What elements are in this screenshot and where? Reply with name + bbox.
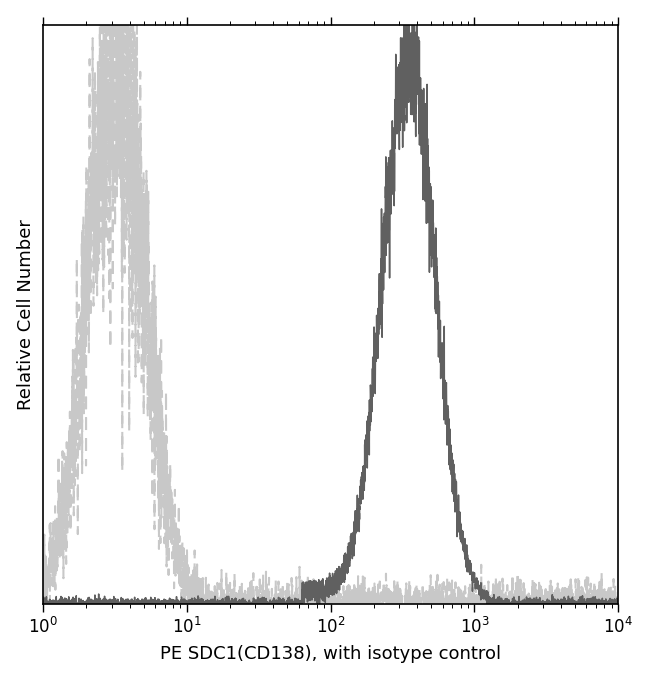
Y-axis label: Relative Cell Number: Relative Cell Number	[17, 219, 34, 410]
X-axis label: PE SDC1(CD138), with isotype control: PE SDC1(CD138), with isotype control	[160, 645, 501, 663]
